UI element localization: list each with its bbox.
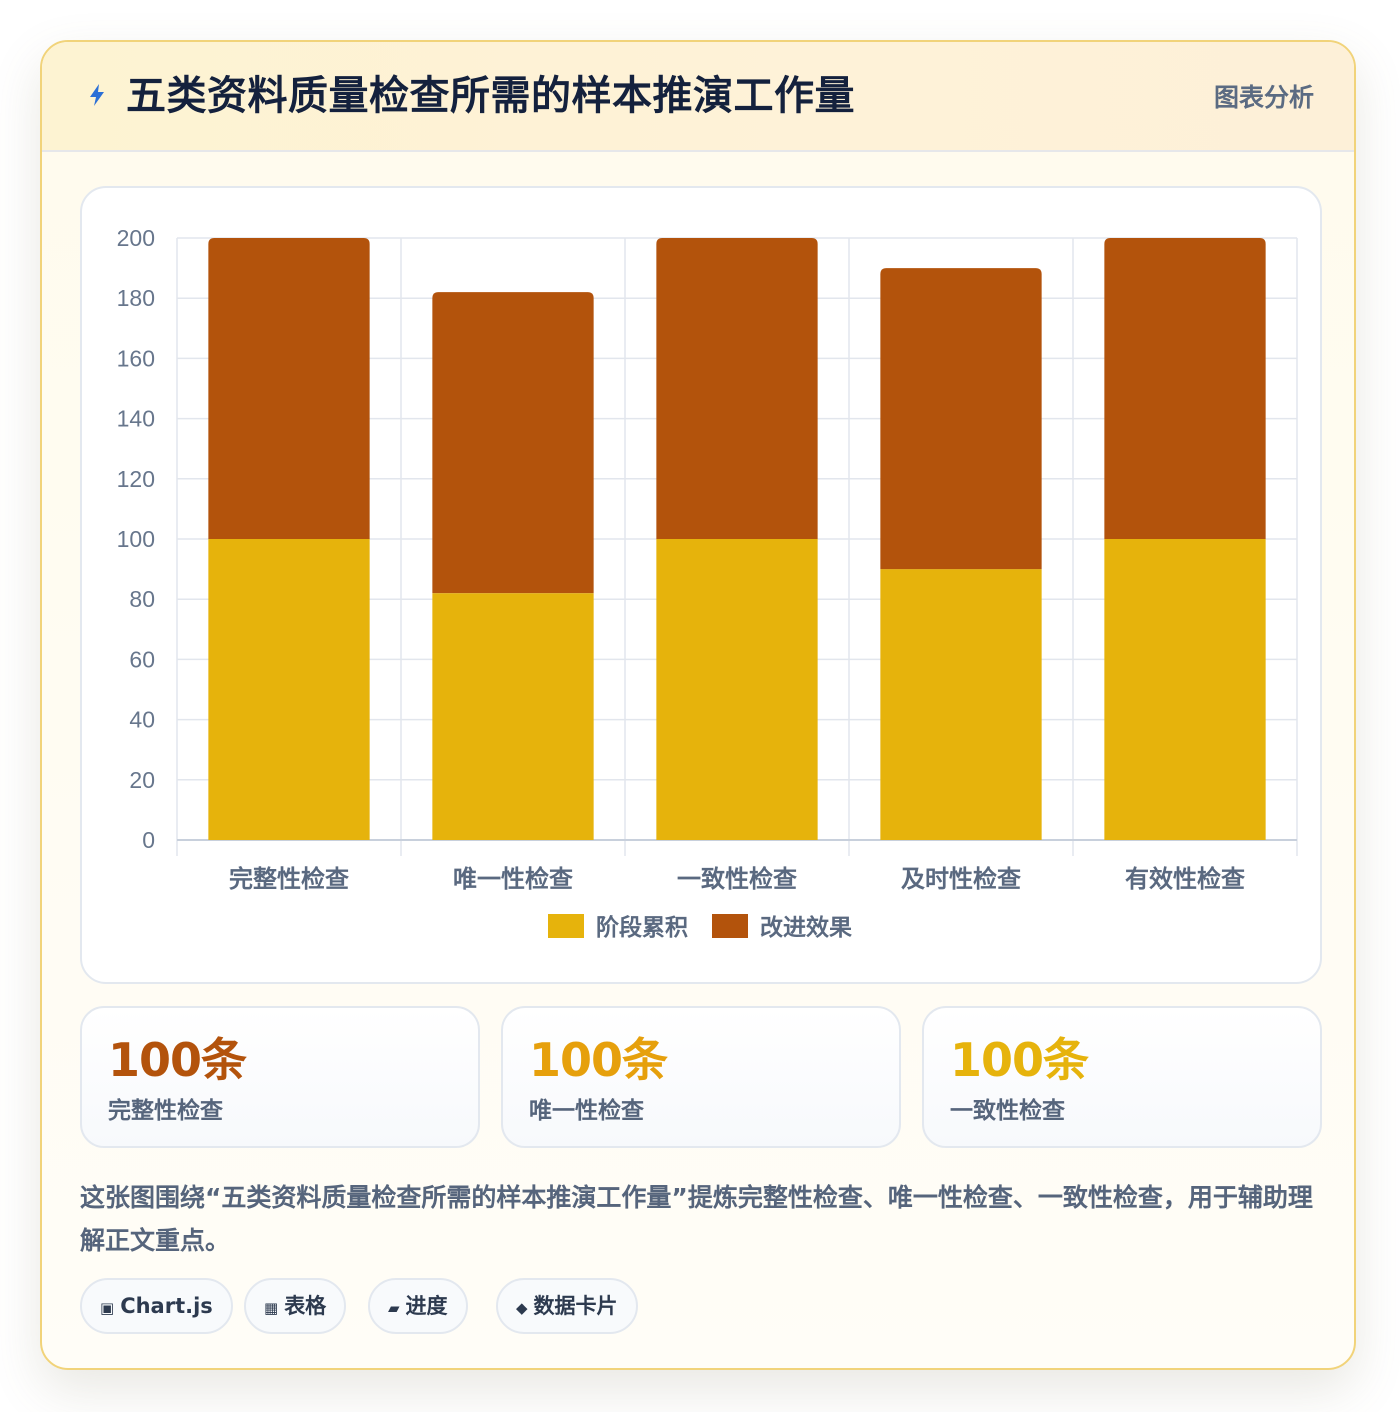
bar-segment [1104, 539, 1266, 840]
stat-card: 100条 一致性检查 [922, 1006, 1322, 1148]
y-tick-label: 20 [129, 767, 155, 793]
legend-swatch [548, 914, 584, 938]
stat-label: 完整性检查 [108, 1098, 223, 1124]
chip-label: Chart.js [120, 1294, 213, 1318]
x-tick-label: 一致性检查 [677, 865, 797, 893]
x-tick-label: 有效性检查 [1125, 865, 1245, 893]
stat-card: 100条 唯一性检查 [501, 1006, 901, 1148]
stat-card: 100条 完整性检查 [80, 1006, 480, 1148]
y-tick-label: 0 [142, 827, 155, 853]
y-tick-label: 180 [117, 285, 155, 311]
page-title: 五类资料质量检查所需的样本推演工作量 [126, 73, 855, 119]
progress-icon: ▰ [388, 1299, 400, 1317]
stat-value: 100条 [108, 1033, 247, 1087]
chip-label: 表格 [284, 1294, 327, 1318]
table-icon: ▦ [264, 1299, 279, 1317]
bar-segment [656, 238, 818, 539]
bar-segment [880, 268, 1042, 570]
y-tick-label: 80 [129, 586, 155, 612]
legend-swatch [712, 914, 748, 938]
y-tick-label: 160 [117, 345, 155, 371]
chip-label: 进度 [405, 1294, 448, 1318]
x-tick-label: 及时性检查 [901, 865, 1021, 893]
stat-value: 100条 [950, 1033, 1089, 1087]
bar-segment [432, 593, 594, 840]
diamond-icon: ◆ [516, 1299, 528, 1317]
card-header: 五类资料质量检查所需的样本推演工作量 图表分析 [42, 42, 1354, 152]
chip-table[interactable]: ▦ 表格 [244, 1278, 347, 1334]
stat-label: 唯一性检查 [529, 1098, 644, 1124]
bar-segment [432, 292, 594, 594]
chart-description: 这张图围绕“五类资料质量检查所需的样本推演工作量”提炼完整性检查、唯一性检查、一… [80, 1183, 1313, 1255]
stacked-bar-chart: 0 20 40 60 80 100 120 140 160 180 200 完整性检查 唯一性检查 一致性… [117, 225, 1298, 941]
bar-segment [208, 539, 370, 840]
lightning-icon [90, 84, 104, 106]
bar-segment [208, 238, 370, 539]
x-tick-label: 唯一性检查 [453, 865, 573, 893]
x-tick-label: 完整性检查 [229, 865, 349, 893]
bar-segment [656, 539, 818, 840]
chip-progress[interactable]: ▰ 进度 [368, 1278, 468, 1334]
stat-label: 一致性检查 [950, 1098, 1065, 1124]
chart-container: 0 20 40 60 80 100 120 140 160 180 200 完整性检查 唯一性检查 一致性… [80, 186, 1322, 984]
legend-label: 阶段累积 [596, 914, 688, 941]
y-tick-label: 140 [117, 406, 155, 432]
bar-segment [880, 569, 1042, 840]
chip-chartjs[interactable]: ▣ Chart.js [80, 1278, 233, 1334]
y-tick-label: 60 [129, 646, 155, 672]
chip-data-card[interactable]: ◆ 数据卡片 [496, 1278, 638, 1334]
y-tick-label: 120 [117, 466, 155, 492]
y-tick-label: 100 [117, 526, 155, 552]
header-tag: 图表分析 [1213, 83, 1314, 112]
y-tick-label: 40 [129, 707, 155, 733]
chart-icon: ▣ [100, 1299, 115, 1317]
chip-label: 数据卡片 [533, 1294, 618, 1318]
stat-value: 100条 [529, 1033, 668, 1087]
legend-label: 改进效果 [760, 914, 852, 941]
chart-card: 五类资料质量检查所需的样本推演工作量 图表分析 0 20 40 60 80 100 120 1… [40, 40, 1356, 1370]
y-tick-label: 200 [117, 225, 155, 251]
bar-segment [1104, 238, 1266, 539]
